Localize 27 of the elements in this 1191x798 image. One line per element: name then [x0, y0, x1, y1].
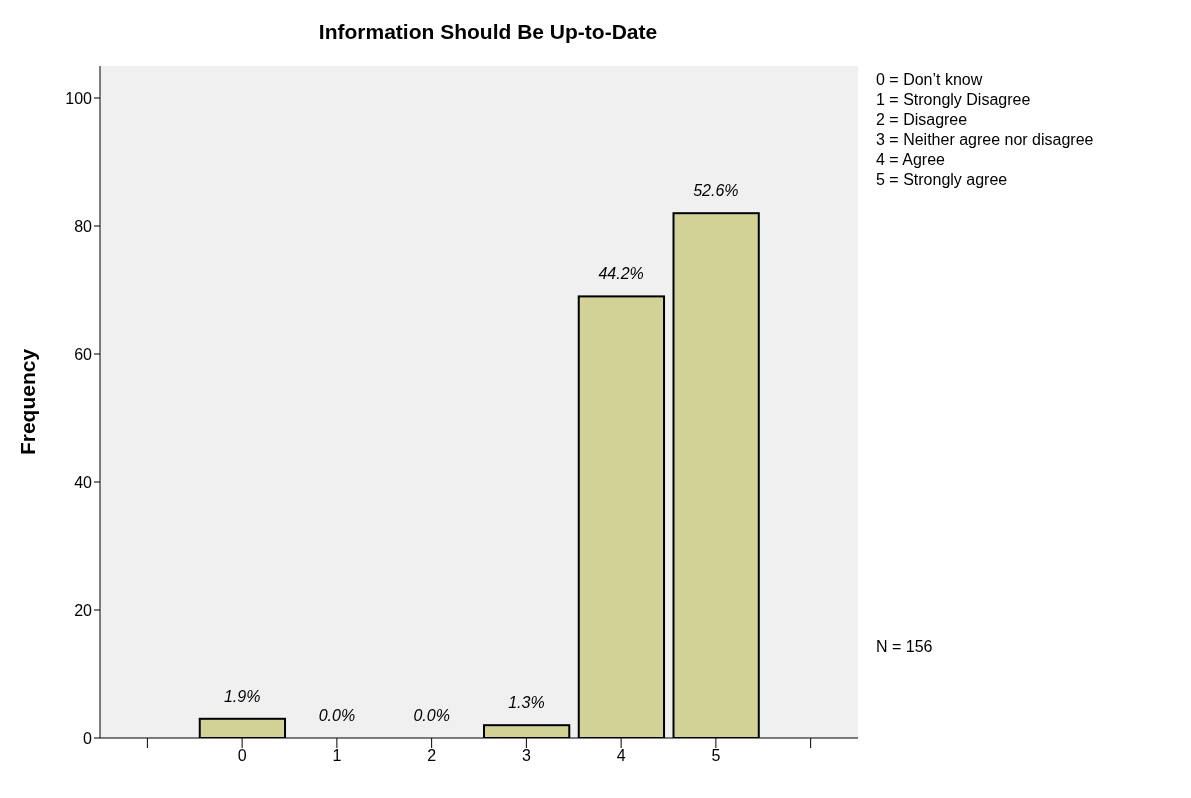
- text: 2 = Disagree: [876, 110, 969, 130]
- text: 1 = Strongly Disagree: [876, 90, 1032, 110]
- text: 0 = Don’t know: [876, 70, 984, 90]
- y-tick-label: 40: [74, 473, 93, 491]
- x-tick-label: 2: [427, 747, 437, 765]
- annotation: 1.3%: [508, 694, 545, 712]
- text: 4 = Agree: [876, 150, 946, 170]
- x-tick-label: 5: [711, 747, 721, 765]
- y-tick-label: 0: [83, 729, 93, 747]
- x-tick-label: 3: [521, 747, 531, 765]
- y-tick-label: 20: [74, 601, 93, 619]
- x-tick-label: 1: [332, 747, 342, 765]
- annotation: 0.0%: [318, 707, 356, 724]
- text: 3 = Neither agree nor disagree: [876, 130, 1094, 150]
- annotation: 1.9%: [223, 687, 261, 705]
- annotation: 0.0%: [413, 707, 450, 724]
- annotation: 44.2%: [598, 265, 644, 283]
- text: N = 156: [876, 638, 933, 656]
- chart-title: Information Should Be Up-to-Date: [317, 20, 659, 44]
- y-tick-label: 60: [74, 345, 93, 363]
- x-tick-label: 0: [237, 747, 247, 765]
- y-tick-label: 100: [65, 89, 93, 107]
- y-axis-title: Frequency: [16, 348, 40, 456]
- annotation: 52.6%: [693, 182, 739, 200]
- y-tick-label: 80: [74, 217, 93, 235]
- text: 5 = Strongly agree: [876, 170, 1009, 190]
- x-tick-label: 4: [616, 747, 626, 765]
